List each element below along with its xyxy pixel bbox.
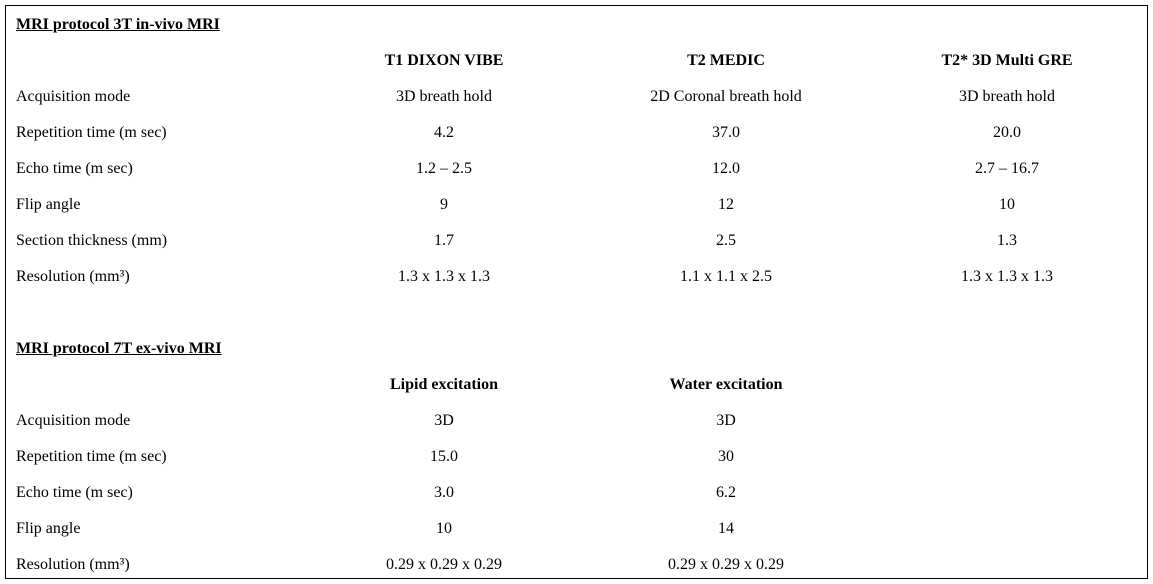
cell: 6.2 bbox=[716, 484, 736, 501]
row-label: Echo time (m sec) bbox=[16, 160, 133, 177]
row-label: Flip angle bbox=[16, 520, 81, 537]
cell: 0.29 x 0.29 x 0.29 bbox=[668, 556, 784, 573]
cell: 12.0 bbox=[712, 160, 740, 177]
row-label: Section thickness (mm) bbox=[16, 232, 168, 249]
column-header: T2* 3D Multi GRE bbox=[941, 52, 1073, 69]
row-label: Acquisition mode bbox=[16, 412, 131, 429]
cell: 30 bbox=[718, 448, 734, 465]
section-title: MRI protocol 3T in-vivo MRI bbox=[16, 16, 220, 33]
cell: 3.0 bbox=[434, 484, 454, 501]
cell: 1.1 x 1.1 x 2.5 bbox=[680, 268, 772, 285]
cell: 9 bbox=[440, 196, 448, 213]
cell: 14 bbox=[718, 520, 734, 537]
column-header: Water excitation bbox=[669, 376, 783, 393]
cell: 2.7 – 16.7 bbox=[975, 160, 1039, 177]
cell: 3D breath hold bbox=[959, 88, 1055, 105]
cell: 10 bbox=[999, 196, 1015, 213]
row-label: Repetition time (m sec) bbox=[16, 448, 167, 465]
cell: 2.5 bbox=[716, 232, 736, 249]
cell: 15.0 bbox=[430, 448, 458, 465]
row-label: Acquisition mode bbox=[16, 88, 131, 105]
cell: 10 bbox=[436, 520, 452, 537]
cell: 37.0 bbox=[712, 124, 740, 141]
cell: 12 bbox=[718, 196, 734, 213]
column-header: T2 MEDIC bbox=[687, 52, 765, 69]
cell: 20.0 bbox=[993, 124, 1021, 141]
row-label: Echo time (m sec) bbox=[16, 484, 133, 501]
cell: 1.2 – 2.5 bbox=[416, 160, 472, 177]
cell: 1.3 x 1.3 x 1.3 bbox=[961, 268, 1053, 285]
row-label: Flip angle bbox=[16, 196, 81, 213]
cell: 1.7 bbox=[434, 232, 454, 249]
cell: 3D bbox=[434, 412, 454, 429]
cell: 3D bbox=[716, 412, 736, 429]
cell: 1.3 bbox=[997, 232, 1017, 249]
column-header: Lipid excitation bbox=[389, 376, 498, 393]
cell: 3D breath hold bbox=[396, 88, 492, 105]
cell: 4.2 bbox=[434, 124, 454, 141]
row-label: Repetition time (m sec) bbox=[16, 124, 167, 141]
row-label: Resolution (mm³) bbox=[16, 556, 130, 573]
section-title: MRI protocol 7T ex-vivo MRI bbox=[16, 340, 222, 357]
row-label: Resolution (mm³) bbox=[16, 268, 130, 285]
table-border bbox=[5, 5, 1148, 579]
cell: 0.29 x 0.29 x 0.29 bbox=[386, 556, 502, 573]
column-header: T1 DIXON VIBE bbox=[384, 52, 504, 69]
cell: 1.3 x 1.3 x 1.3 bbox=[398, 268, 490, 285]
cell: 2D Coronal breath hold bbox=[650, 88, 802, 105]
